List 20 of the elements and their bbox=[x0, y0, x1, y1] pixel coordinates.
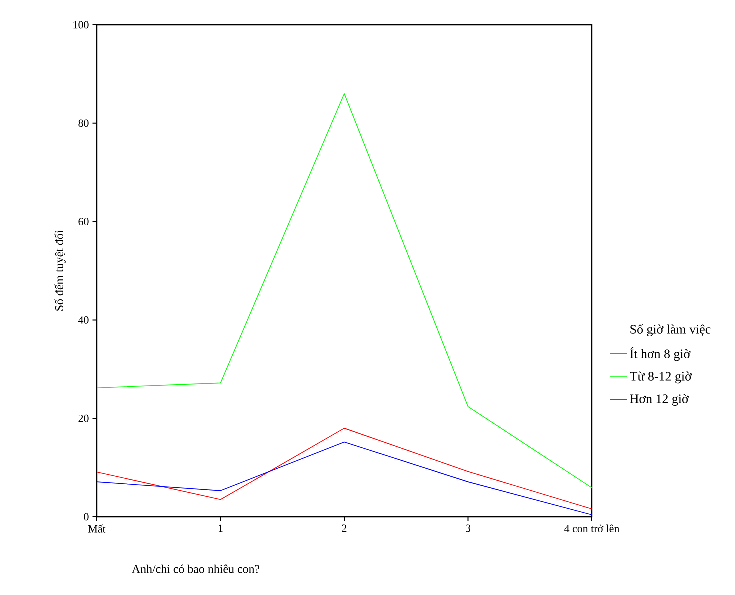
y-tick-label: 80 bbox=[78, 120, 89, 128]
x-tick-label: Mất bbox=[88, 524, 106, 533]
y-axis-title: Số đếm tuyệt đối bbox=[54, 230, 66, 311]
legend-label: Ít hơn 8 giờ bbox=[630, 347, 691, 362]
y-tick-label: 0 bbox=[84, 513, 89, 521]
y-tick-label: 20 bbox=[78, 414, 89, 422]
x-tick-label: 3 bbox=[466, 524, 471, 532]
legend-label: Hơn 12 giờ bbox=[630, 394, 689, 406]
y-tick-label: 60 bbox=[78, 218, 89, 226]
line-series bbox=[97, 93, 592, 488]
x-tick-label: 1 bbox=[218, 524, 223, 532]
y-tick-label: 100 bbox=[74, 21, 89, 29]
line-series bbox=[97, 428, 592, 510]
x-tick-label: 2 bbox=[342, 524, 347, 532]
line-series bbox=[97, 442, 592, 516]
legend-label: Từ 8-12 giờ bbox=[630, 372, 692, 384]
y-tick-label: 40 bbox=[78, 316, 89, 324]
legend-title: Số giờ làm việc bbox=[630, 324, 711, 337]
x-axis-title: Anh/chi có bao nhiêu con? bbox=[132, 564, 260, 574]
x-tick-label: 4 con trở lên bbox=[564, 524, 620, 533]
